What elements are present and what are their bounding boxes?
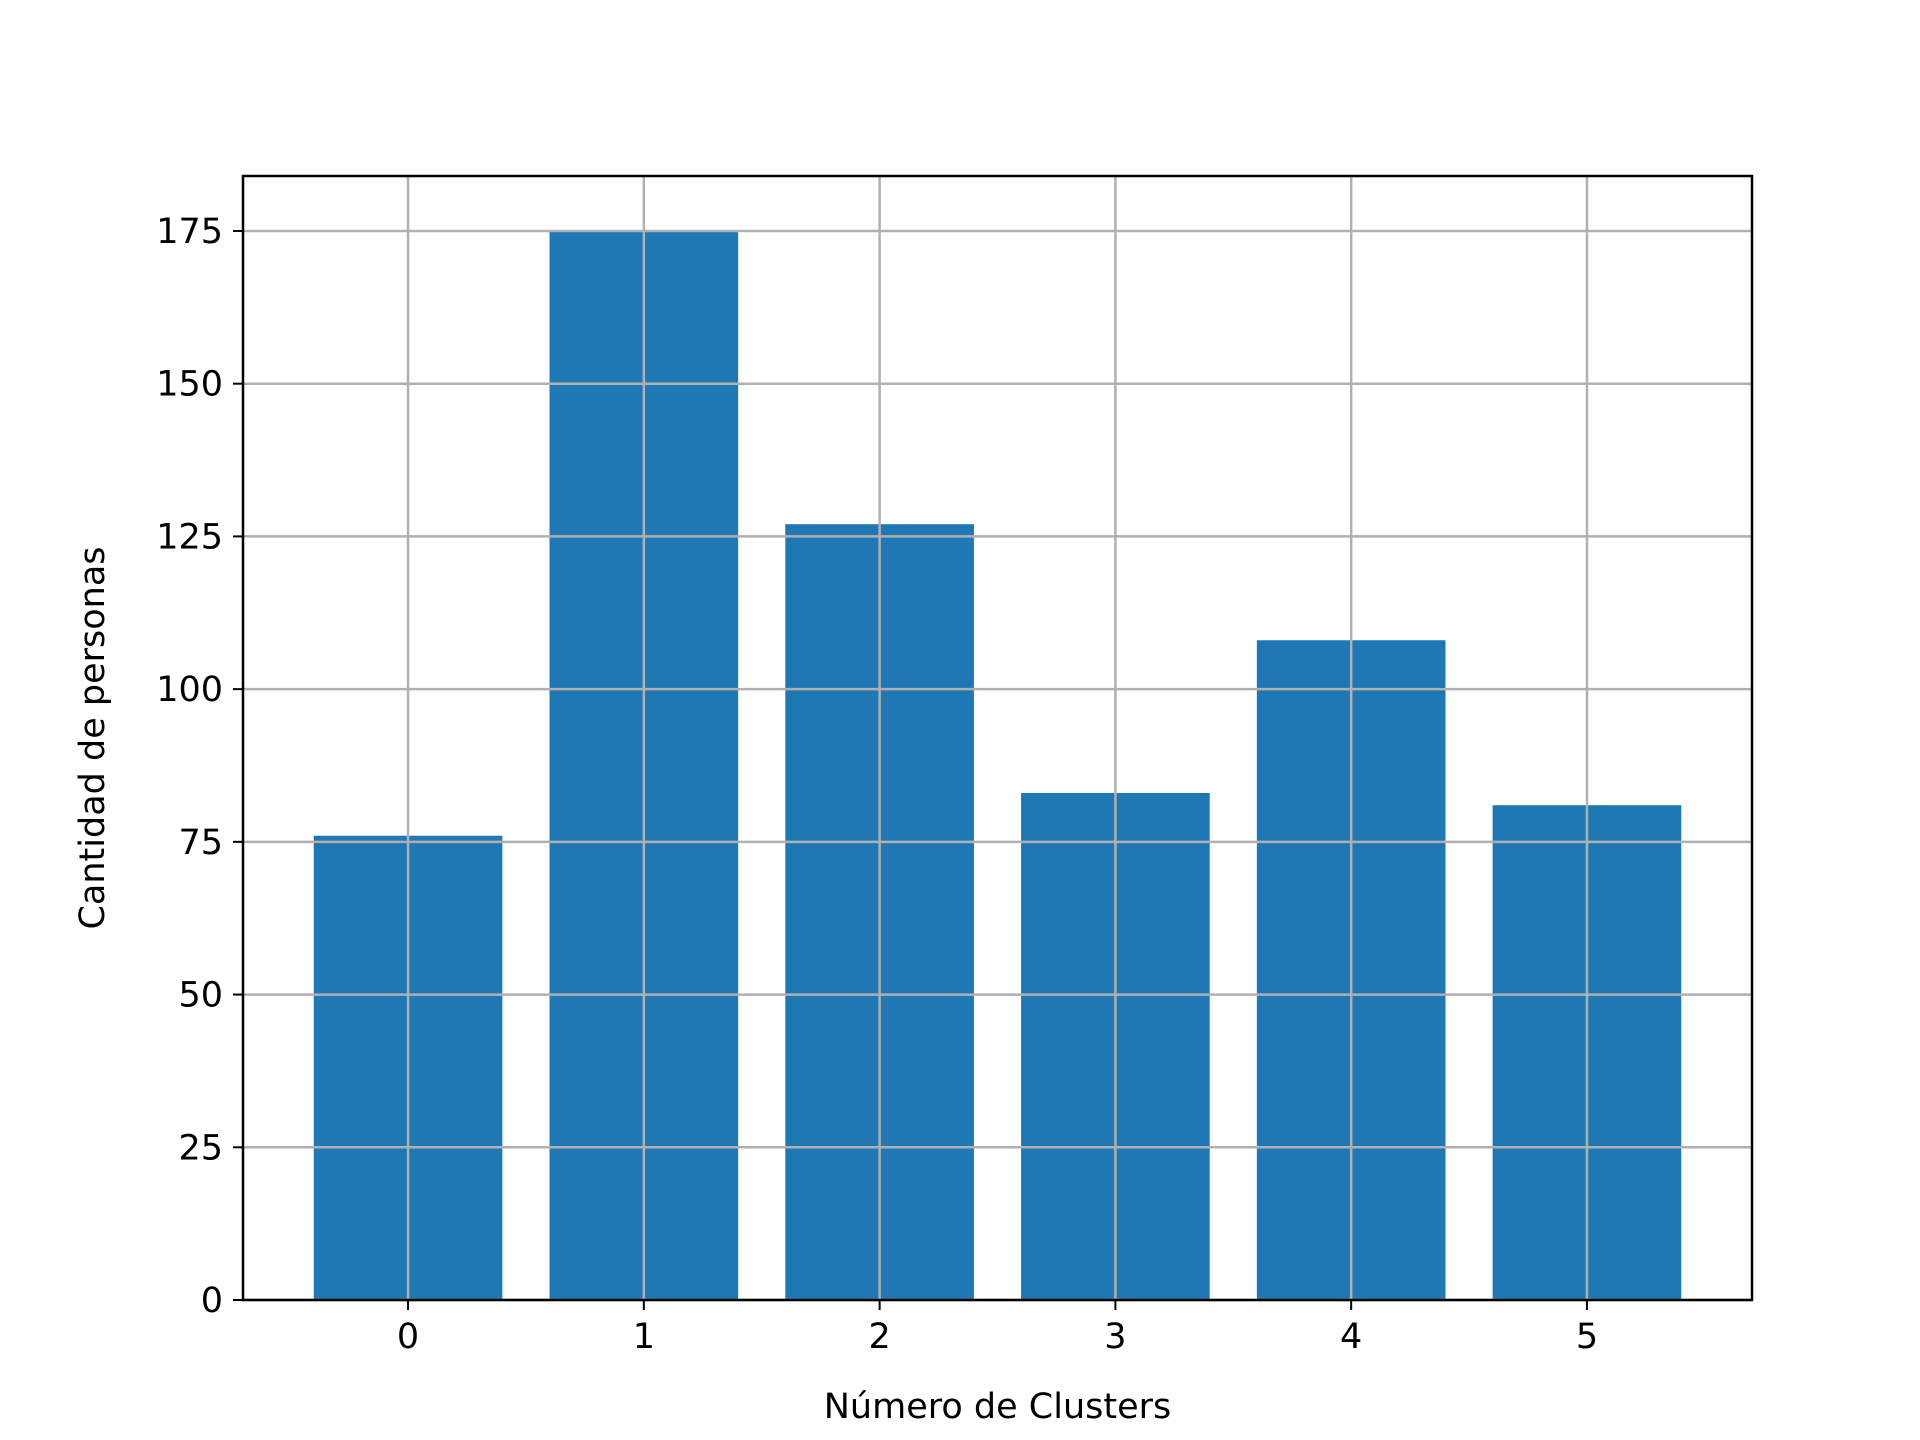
y-tick-label-50: 50 xyxy=(178,976,223,1016)
y-tick-label-125: 125 xyxy=(156,517,223,557)
x-tick-label-5: 5 xyxy=(1576,1317,1598,1357)
y-axis-label: Cantidad de personas xyxy=(73,546,113,929)
x-axis-label: Número de Clusters xyxy=(824,1387,1172,1427)
y-tick-label-25: 25 xyxy=(178,1128,223,1168)
x-tick-label-3: 3 xyxy=(1104,1317,1126,1357)
plot-frame xyxy=(241,174,1754,1302)
grid-layer xyxy=(243,176,1752,1302)
x-tick-label-0: 0 xyxy=(397,1317,419,1357)
y-tick-label-150: 150 xyxy=(156,365,223,405)
x-tick-label-1: 1 xyxy=(633,1317,655,1357)
y-tick-label-100: 100 xyxy=(156,670,223,710)
x-tick-label-2: 2 xyxy=(868,1317,890,1357)
y-tick-label-75: 75 xyxy=(178,823,223,863)
x-tick-label-4: 4 xyxy=(1340,1317,1362,1357)
y-tick-label-175: 175 xyxy=(156,212,223,252)
y-tick-label-0: 0 xyxy=(201,1281,223,1321)
